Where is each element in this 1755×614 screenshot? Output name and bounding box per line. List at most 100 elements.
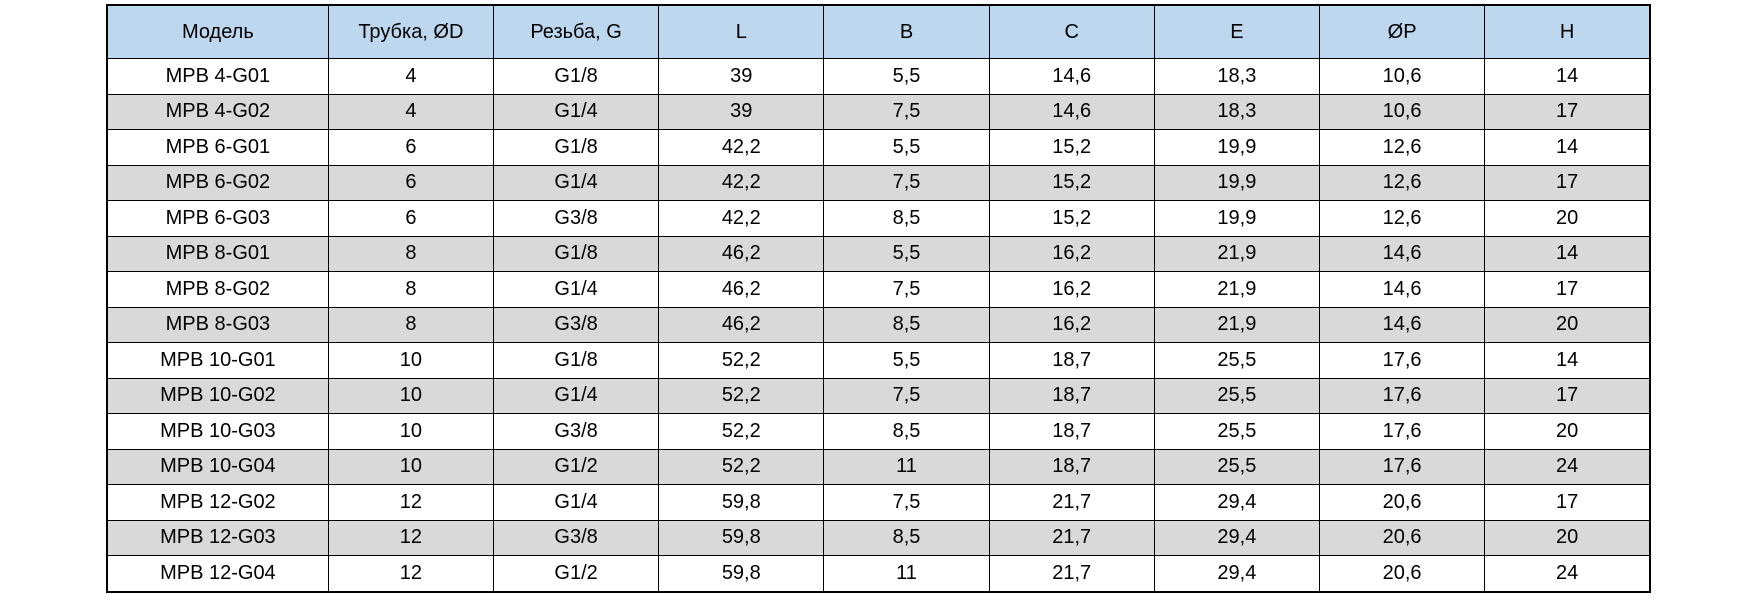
table-cell: 21,9	[1153, 271, 1321, 308]
table-cell: 17,6	[1318, 413, 1486, 450]
table-body: MPB 4-G01 4 G1/8 39 5,5 14,6 18,3 10,6 14 MPB 4-G…	[106, 58, 1651, 592]
model-cell: MPB 10-G01	[106, 342, 329, 379]
table-cell: 10	[327, 448, 494, 485]
table-cell: 5,5	[823, 129, 990, 166]
table-row: MPB 8-G03 8 G3/8 46,2 8,5 16,2 21,9 14,6 20	[106, 306, 1651, 343]
table-row: MPB 12-G03 12 G3/8 59,8 8,5 21,7 29,4 20,6 20	[106, 519, 1651, 556]
table-cell: 19,9	[1153, 129, 1321, 166]
table-cell: 25,5	[1153, 448, 1321, 485]
table-row: MPB 4-G02 4 G1/4 39 7,5 14,6 18,3 10,6 17	[106, 93, 1651, 130]
table-cell: 59,8	[658, 519, 825, 556]
table-cell: 4	[327, 58, 494, 95]
table-cell: 20	[1484, 306, 1651, 343]
table-cell: 7,5	[823, 93, 990, 130]
model-cell: MPB 10-G03	[106, 413, 329, 450]
table-cell: 24	[1484, 448, 1651, 485]
table-cell: 18,7	[988, 413, 1155, 450]
model-cell: MPB 4-G01	[106, 58, 329, 95]
table-row: MPB 6-G01 6 G1/8 42,2 5,5 15,2 19,9 12,6 14	[106, 129, 1651, 166]
table-cell: 8	[327, 306, 494, 343]
table-cell: 20,6	[1318, 484, 1486, 521]
column-header-h: H	[1484, 4, 1651, 59]
column-header-p: ØP	[1318, 4, 1486, 59]
table-cell: 52,2	[658, 342, 825, 379]
table-cell: 20	[1484, 413, 1651, 450]
table-cell: 52,2	[658, 413, 825, 450]
table-cell: 14	[1484, 129, 1651, 166]
table-cell: 8	[327, 235, 494, 272]
table-cell: 21,7	[988, 519, 1155, 556]
model-cell: MPB 12-G02	[106, 484, 329, 521]
table-cell: 25,5	[1153, 342, 1321, 379]
table-cell: G1/8	[492, 129, 660, 166]
table-row: MPB 10-G04 10 G1/2 52,2 11 18,7 25,5 17,6 24	[106, 448, 1651, 485]
model-cell: MPB 12-G04	[106, 555, 329, 592]
table-cell: 15,2	[988, 164, 1155, 201]
table-cell: 21,9	[1153, 235, 1321, 272]
table-cell: 20,6	[1318, 555, 1486, 592]
column-header-model: Модель	[106, 4, 329, 59]
table-cell: G3/8	[492, 306, 660, 343]
table-cell: 16,2	[988, 235, 1155, 272]
table-cell: 21,9	[1153, 306, 1321, 343]
table-cell: 24	[1484, 555, 1651, 592]
table-cell: 15,2	[988, 129, 1155, 166]
table-cell: 10,6	[1318, 58, 1486, 95]
table-cell: 19,9	[1153, 164, 1321, 201]
table-cell: 17,6	[1318, 377, 1486, 414]
table-cell: G1/8	[492, 342, 660, 379]
table-cell: 18,7	[988, 342, 1155, 379]
table-cell: 5,5	[823, 235, 990, 272]
table-cell: 59,8	[658, 555, 825, 592]
table-cell: G1/4	[492, 377, 660, 414]
table-cell: 29,4	[1153, 519, 1321, 556]
table-cell: 4	[327, 93, 494, 130]
table-cell: 12	[327, 519, 494, 556]
column-header-c: C	[988, 4, 1155, 59]
column-header-l: L	[658, 4, 825, 59]
model-cell: MPB 4-G02	[106, 93, 329, 130]
table-cell: 8,5	[823, 306, 990, 343]
table-cell: 7,5	[823, 164, 990, 201]
table-cell: 14	[1484, 58, 1651, 95]
column-header-b: B	[823, 4, 990, 59]
table-cell: 17	[1484, 484, 1651, 521]
header-row: Модель Трубка, ØD Резьба, G L B C E ØP H	[106, 4, 1651, 59]
table-row: MPB 12-G04 12 G1/2 59,8 11 21,7 29,4 20,6 24	[106, 555, 1651, 592]
table-cell: 14,6	[988, 58, 1155, 95]
table-cell: 21,7	[988, 555, 1155, 592]
column-header-tube: Трубка, ØD	[327, 4, 494, 59]
model-cell: MPB 10-G04	[106, 448, 329, 485]
table-cell: 18,7	[988, 377, 1155, 414]
table-cell: 52,2	[658, 448, 825, 485]
table-cell: 29,4	[1153, 555, 1321, 592]
table-cell: 39	[658, 93, 825, 130]
table-cell: 12,6	[1318, 129, 1486, 166]
table-cell: 11	[823, 448, 990, 485]
column-header-thread: Резьба, G	[492, 4, 660, 59]
table-cell: G1/4	[492, 164, 660, 201]
table-cell: G3/8	[492, 413, 660, 450]
spec-table: Модель Трубка, ØD Резьба, G L B C E ØP H MPB 4-G…	[106, 4, 1651, 593]
table-cell: 5,5	[823, 342, 990, 379]
table-cell: 12,6	[1318, 164, 1486, 201]
table-cell: 46,2	[658, 271, 825, 308]
table-cell: 8	[327, 271, 494, 308]
model-cell: MPB 6-G01	[106, 129, 329, 166]
table-cell: 6	[327, 200, 494, 237]
table-cell: 42,2	[658, 164, 825, 201]
table-cell: G1/2	[492, 555, 660, 592]
table-cell: 20	[1484, 519, 1651, 556]
table-cell: 17,6	[1318, 448, 1486, 485]
table-cell: G1/4	[492, 484, 660, 521]
table-row: MPB 4-G01 4 G1/8 39 5,5 14,6 18,3 10,6 14	[106, 58, 1651, 95]
table-cell: G1/8	[492, 235, 660, 272]
table-cell: 14,6	[1318, 306, 1486, 343]
table-cell: 12	[327, 484, 494, 521]
table-cell: 17	[1484, 93, 1651, 130]
model-cell: MPB 8-G03	[106, 306, 329, 343]
table-header: Модель Трубка, ØD Резьба, G L B C E ØP H	[106, 4, 1651, 59]
model-cell: MPB 10-G02	[106, 377, 329, 414]
table-row: MPB 12-G02 12 G1/4 59,8 7,5 21,7 29,4 20,6 17	[106, 484, 1651, 521]
table-cell: 10	[327, 413, 494, 450]
